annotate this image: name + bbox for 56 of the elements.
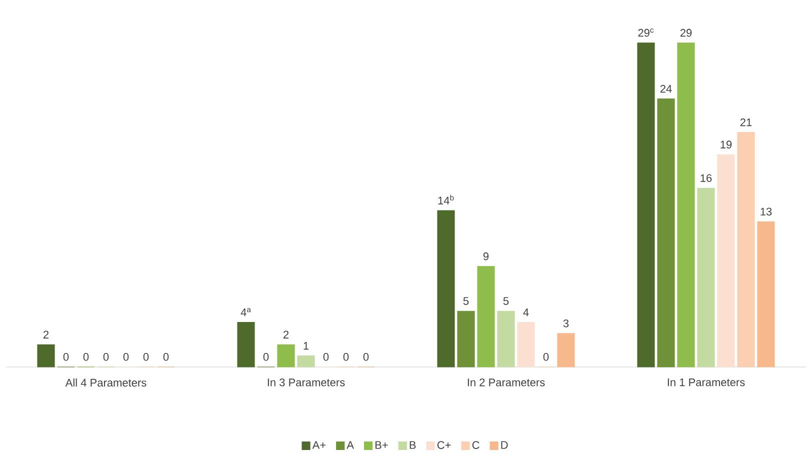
data-label: 0 <box>363 352 369 361</box>
data-label: 0 <box>263 352 269 361</box>
legend-label: A <box>346 441 354 449</box>
bar <box>697 188 715 368</box>
legend-label: C <box>472 441 480 449</box>
bar <box>437 210 455 368</box>
bar <box>457 310 475 368</box>
data-label: 13 <box>760 208 772 216</box>
bar <box>757 221 775 368</box>
x-tick-label: In 1 Parameters <box>668 378 745 386</box>
bar <box>277 344 295 368</box>
data-label: 5 <box>463 297 469 305</box>
bar <box>237 322 255 368</box>
data-label: 3 <box>563 319 569 328</box>
x-tick-label: In 2 Parameters <box>468 378 545 386</box>
bar <box>557 333 575 368</box>
bar <box>677 42 695 368</box>
x-tick-label: All 4 Parameters <box>65 378 146 386</box>
data-label: 9 <box>483 252 489 260</box>
bar <box>517 322 535 368</box>
legend-label: A+ <box>312 441 326 449</box>
data-label: 4 <box>523 308 529 316</box>
data-label: 4$^{a}$ <box>240 308 251 316</box>
legend-label: B <box>410 441 416 449</box>
data-label: 2 <box>283 330 289 338</box>
data-label: 0 <box>163 352 169 361</box>
x-tick-label: In 3 Parameters <box>268 378 345 386</box>
legend-label: D <box>501 441 508 449</box>
bar <box>477 266 495 368</box>
bar <box>497 310 515 368</box>
data-label: 29$^{c}$ <box>638 28 654 37</box>
data-label: 2 <box>43 330 49 338</box>
data-label: 0 <box>543 352 549 361</box>
legend-label: B+ <box>375 441 388 449</box>
bar <box>37 344 55 368</box>
data-label: 0 <box>63 352 69 361</box>
bar <box>717 154 735 368</box>
data-label: 19 <box>720 140 732 148</box>
data-label: 16 <box>700 174 712 182</box>
bar <box>737 132 755 368</box>
data-label: 14$^{b}$ <box>438 194 454 204</box>
data-label: 0 <box>103 352 109 361</box>
data-label: 0 <box>83 352 89 361</box>
legend-label: C+ <box>437 441 451 449</box>
data-label: 5 <box>503 297 509 305</box>
data-label: 0 <box>123 352 129 361</box>
data-label: 1 <box>304 342 309 350</box>
data-label: 0 <box>143 352 149 361</box>
data-label: 24 <box>660 84 672 92</box>
bar <box>657 98 675 368</box>
data-label: 0 <box>323 352 329 361</box>
bar <box>637 42 655 368</box>
data-label: 29 <box>680 28 692 37</box>
bar <box>297 355 315 368</box>
data-label: 0 <box>343 352 349 361</box>
data-label: 21 <box>740 118 752 126</box>
